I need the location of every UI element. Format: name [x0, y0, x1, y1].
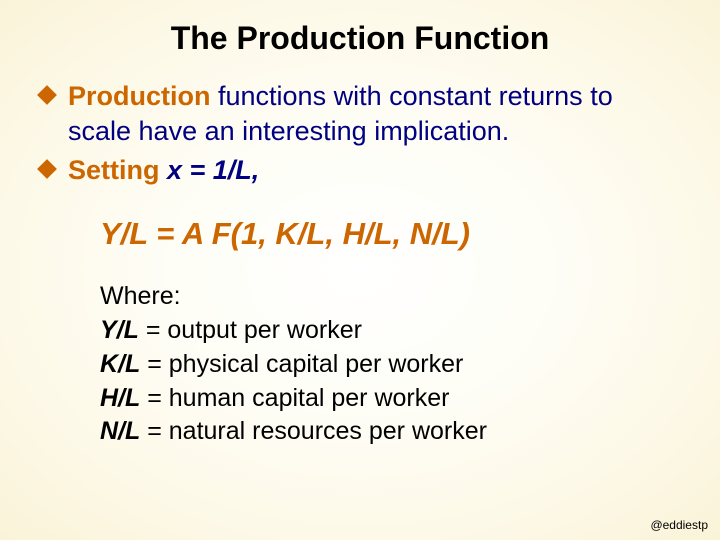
where-item: H/L = human capital per worker [100, 382, 680, 416]
bullet-lead: Setting [68, 155, 160, 185]
bullet-rest-italic: x = 1/L, [160, 155, 260, 185]
where-desc: = natural resources per worker [140, 417, 487, 445]
where-item: Y/L = output per worker [100, 314, 680, 348]
where-desc: = output per worker [139, 316, 362, 344]
bullet-item: Setting x = 1/L, [40, 153, 680, 188]
where-item: K/L = physical capital per worker [100, 348, 680, 382]
bullet-diamond-icon [37, 159, 57, 179]
slide-title: The Production Function [40, 20, 680, 57]
where-block: Where: Y/L = output per worker K/L = phy… [100, 280, 680, 449]
where-item: N/L = natural resources per worker [100, 415, 680, 449]
where-var: K/L [100, 350, 140, 378]
where-var: N/L [100, 417, 140, 445]
bullet-item: Production functions with constant retur… [40, 79, 680, 149]
where-desc: = human capital per worker [140, 384, 449, 412]
slide-container: The Production Function Production funct… [0, 0, 720, 469]
where-desc: = physical capital per worker [140, 350, 463, 378]
bullet-lead: Production [68, 81, 211, 111]
where-var: H/L [100, 384, 140, 412]
main-equation: Y/L = A F(1, K/L, H/L, N/L) [100, 216, 680, 252]
bullet-diamond-icon [37, 85, 57, 105]
author-handle: @eddiestp [650, 518, 708, 532]
bullet-text: Setting x = 1/L, [68, 153, 259, 188]
where-var: Y/L [100, 316, 139, 344]
where-label: Where: [100, 280, 680, 314]
bullet-text: Production functions with constant retur… [68, 79, 680, 149]
